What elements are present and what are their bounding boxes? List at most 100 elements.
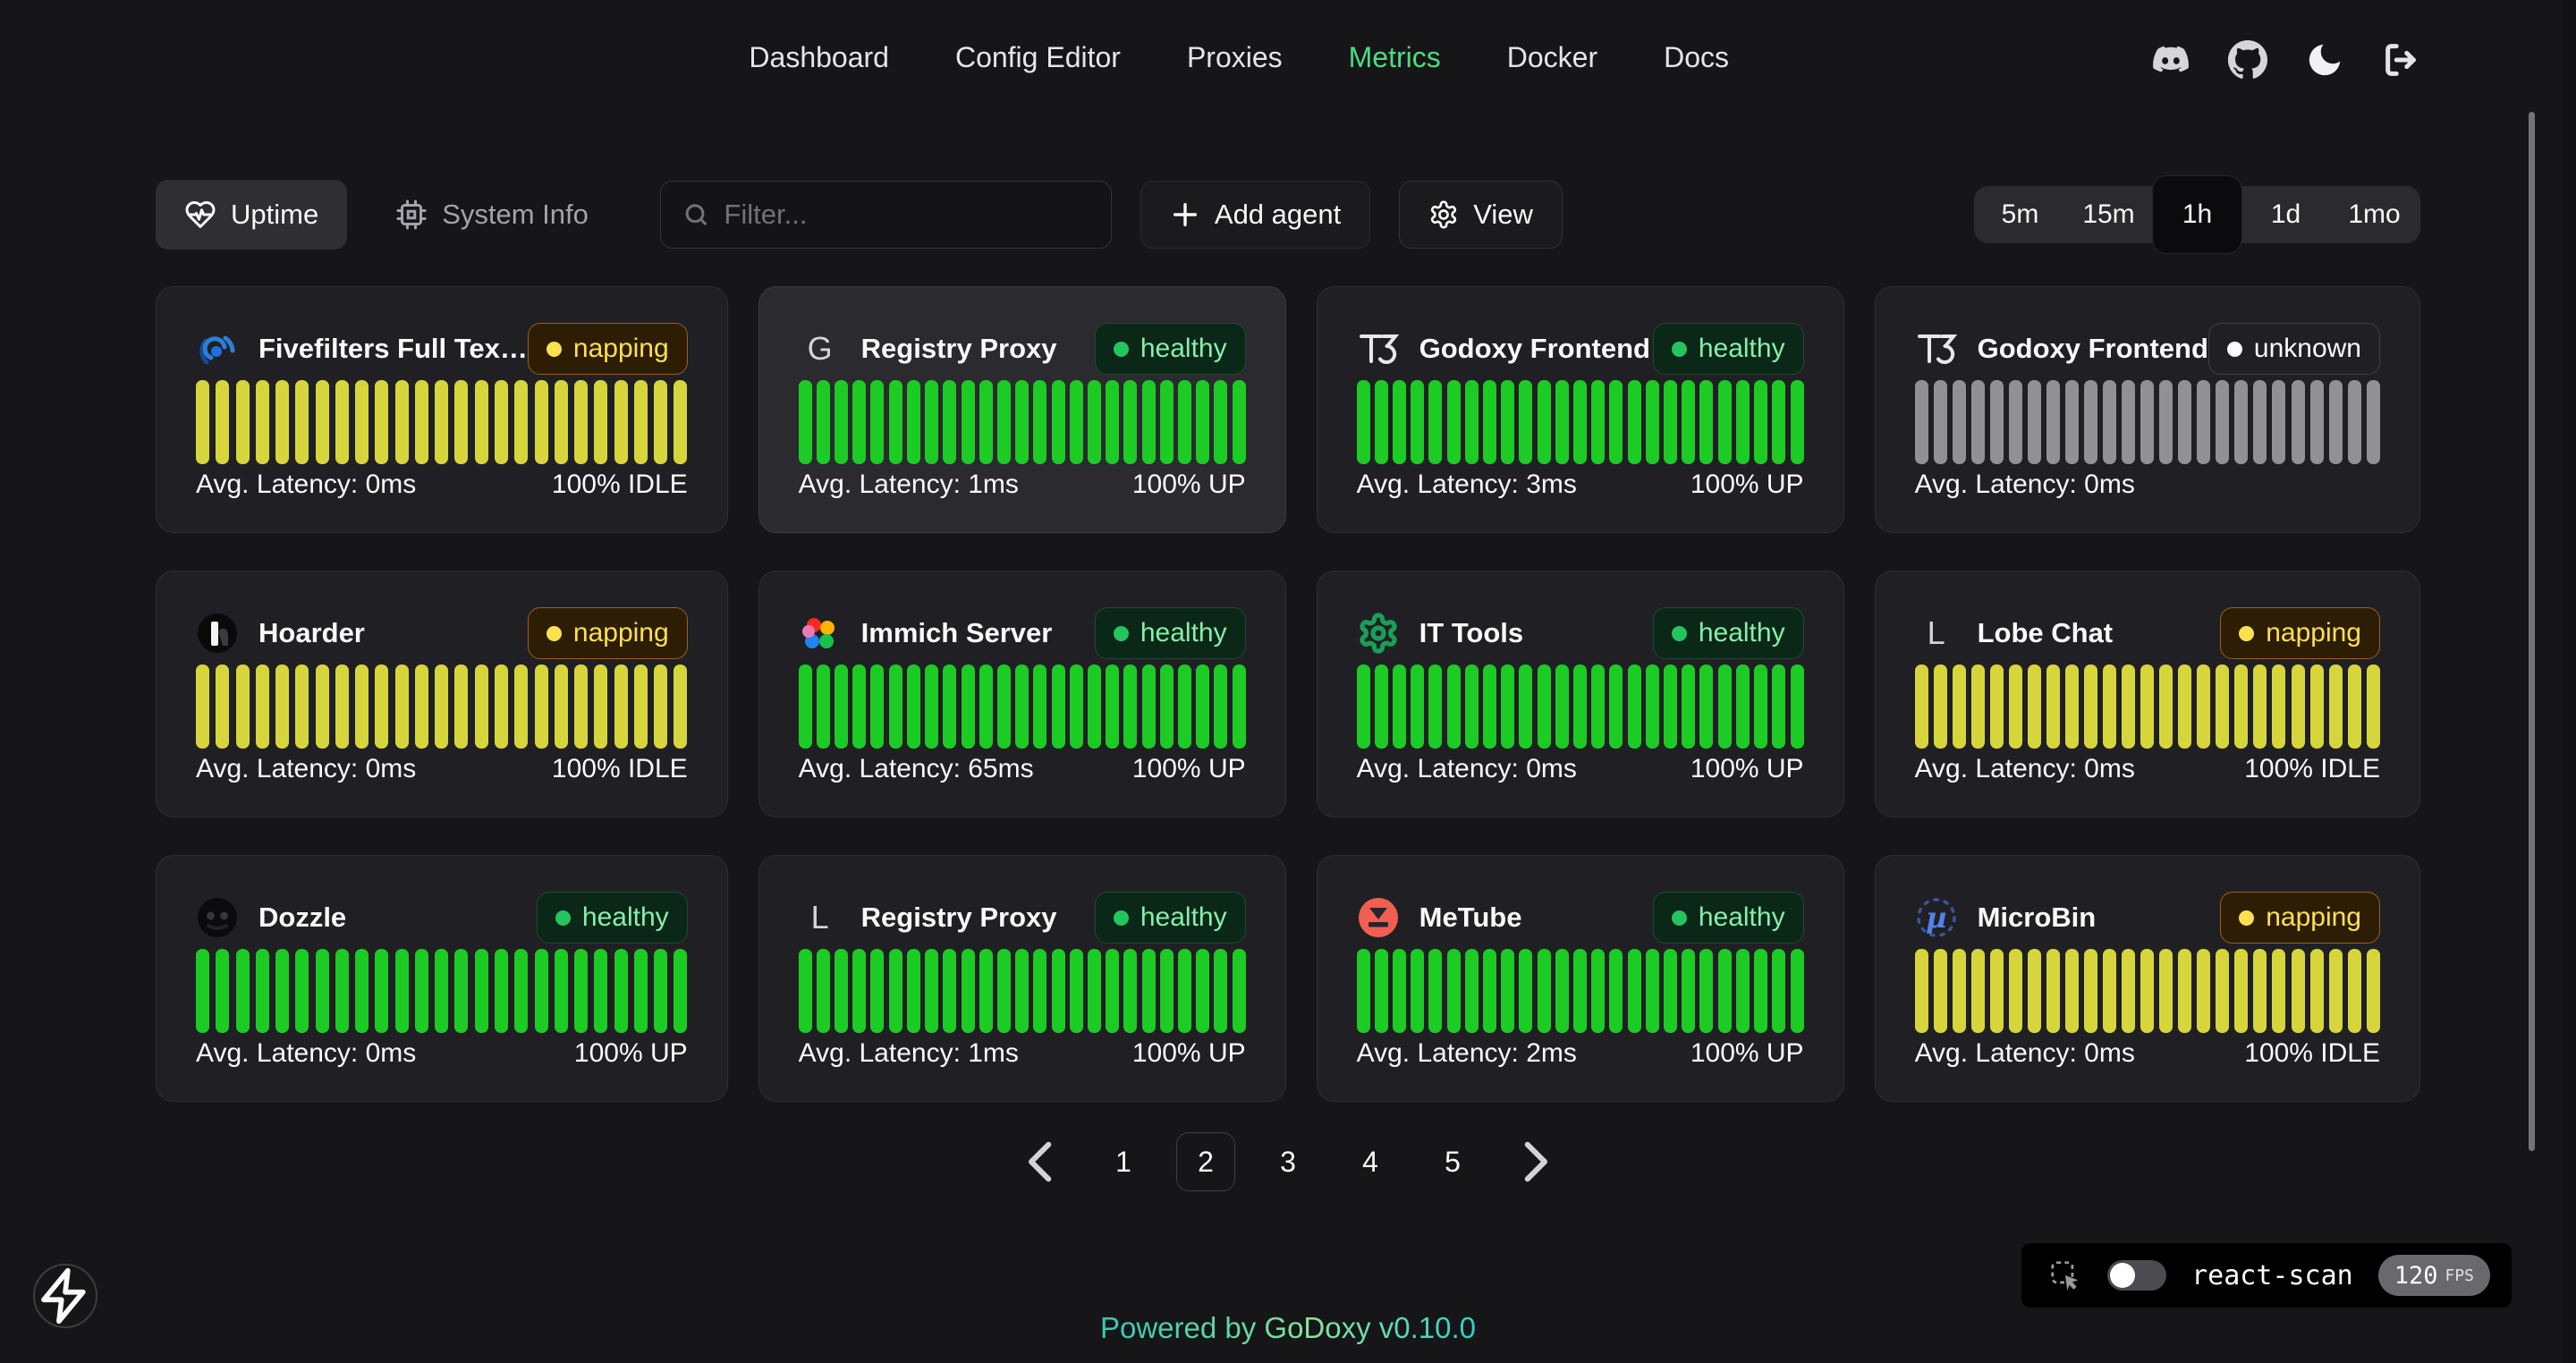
uptime-bars[interactable] xyxy=(1914,380,2380,464)
nav-item-config-editor[interactable]: Config Editor xyxy=(954,41,1121,73)
add-agent-button[interactable]: Add agent xyxy=(1140,181,1371,249)
uptime-bars[interactable] xyxy=(196,665,688,749)
uptime-bars[interactable] xyxy=(1356,949,1804,1033)
tab-system-info[interactable]: System Info xyxy=(367,180,617,250)
uptime-bars[interactable] xyxy=(196,380,688,464)
page-button-4[interactable]: 4 xyxy=(1362,1145,1378,1178)
add-agent-label: Add agent xyxy=(1214,199,1342,230)
uptime-bars[interactable] xyxy=(798,665,1246,749)
nav-item-proxies[interactable]: Proxies xyxy=(1186,41,1283,73)
page-button-5[interactable]: 5 xyxy=(1445,1145,1461,1178)
uptime-bar xyxy=(888,665,902,749)
search-icon xyxy=(682,199,710,230)
page-button-1[interactable]: 1 xyxy=(1115,1145,1131,1178)
uptime-bar xyxy=(1428,380,1443,464)
uptime-bar xyxy=(534,665,548,749)
uptime-bar xyxy=(235,665,250,749)
logout-icon[interactable] xyxy=(2381,39,2422,80)
nav-item-docker[interactable]: Docker xyxy=(1506,41,1598,73)
service-card-registry-proxy[interactable]: L Registry Proxy healthy Avg. Latency: 1ms 1… xyxy=(758,855,1286,1102)
uptime-bar xyxy=(1159,665,1174,749)
uptime-bar xyxy=(943,949,957,1033)
inspect-icon[interactable] xyxy=(2048,1258,2082,1292)
service-card-hoarder[interactable]: Hoarder napping Avg. Latency: 0ms 100% IDLE xyxy=(156,571,728,817)
uptime-bar xyxy=(961,665,975,749)
uptime-bar xyxy=(1591,665,1606,749)
uptime-bar xyxy=(1772,949,1786,1033)
nav-item-metrics[interactable]: Metrics xyxy=(1348,41,1441,73)
page-button-3[interactable]: 3 xyxy=(1280,1145,1296,1178)
status-label: healthy xyxy=(1140,334,1227,363)
uptime-bar xyxy=(355,665,369,749)
it-tools-icon xyxy=(1357,612,1400,655)
avg-latency: Avg. Latency: 2ms xyxy=(1356,1038,1577,1068)
next-page-button[interactable] xyxy=(1505,1132,1564,1191)
previous-page-button[interactable] xyxy=(1012,1132,1071,1191)
uptime-percent: 100% UP xyxy=(1690,1038,1804,1068)
page-button-2[interactable]: 2 xyxy=(1176,1132,1235,1191)
uptime-bar xyxy=(216,665,230,749)
nav-menu: Dashboard Config Editor Proxies Metrics Dock… xyxy=(749,41,1729,74)
uptime-bars[interactable] xyxy=(1914,949,2380,1033)
uptime-bar xyxy=(1537,665,1551,749)
service-card-dozzle[interactable]: Dozzle healthy Avg. Latency: 0ms 100% UP xyxy=(156,855,728,1102)
uptime-bar xyxy=(196,949,209,1033)
footer-link[interactable]: Powered by GoDoxy v0.10.0 xyxy=(1099,1311,1477,1344)
react-scan-toggle[interactable] xyxy=(2107,1260,2167,1291)
card-header: G Registry Proxy healthy xyxy=(799,323,1246,375)
service-card-godoxy-frontend[interactable]: Godoxy Frontend unknown Avg. Latency: 0ms xyxy=(1874,286,2420,533)
uptime-bar xyxy=(2272,665,2286,749)
uptime-bar xyxy=(315,665,329,749)
uptime-bar xyxy=(1735,665,1750,749)
time-range-5m[interactable]: 5m xyxy=(2001,199,2039,229)
card-footer: Avg. Latency: 0ms 100% IDLE xyxy=(196,754,688,784)
github-icon[interactable] xyxy=(2227,39,2268,80)
time-range-1h[interactable]: 1h xyxy=(2153,176,2241,253)
uptime-bars[interactable] xyxy=(798,380,1246,464)
filter-input[interactable] xyxy=(724,199,1089,231)
uptime-bar xyxy=(1501,949,1515,1033)
uptime-bars[interactable] xyxy=(1356,380,1804,464)
letter-l-icon: L xyxy=(1927,614,1945,651)
service-card-it-tools[interactable]: IT Tools healthy Avg. Latency: 0ms 100% UP xyxy=(1316,571,1844,817)
uptime-bar xyxy=(1123,949,1138,1033)
nav-item-dashboard[interactable]: Dashboard xyxy=(749,41,889,73)
uptime-bars[interactable] xyxy=(1914,665,2380,749)
uptime-bars[interactable] xyxy=(1356,665,1804,749)
uptime-bar xyxy=(1555,665,1569,749)
service-card-microbin[interactable]: µ MicroBin napping Avg. Latency: 0ms 100% ID… xyxy=(1874,855,2420,1102)
service-card-metube[interactable]: MeTube healthy Avg. Latency: 2ms 100% UP xyxy=(1316,855,1844,1102)
service-card-lobe-chat[interactable]: L Lobe Chat napping Avg. Latency: 0ms 100% I… xyxy=(1874,571,2420,817)
service-card-registry-proxy[interactable]: G Registry Proxy healthy Avg. Latency: 1ms 1… xyxy=(758,286,1286,533)
uptime-bars[interactable] xyxy=(798,949,1246,1033)
nav-item-docs[interactable]: Docs xyxy=(1664,41,1730,73)
uptime-bars[interactable] xyxy=(196,949,688,1033)
moon-icon[interactable] xyxy=(2304,39,2345,80)
card-footer: Avg. Latency: 65ms 100% UP xyxy=(799,754,1246,784)
quick-actions-button[interactable] xyxy=(33,1264,97,1328)
uptime-bar xyxy=(852,949,867,1033)
tab-uptime[interactable]: Uptime xyxy=(156,180,348,250)
uptime-bar xyxy=(633,380,648,464)
uptime-bar xyxy=(2140,949,2155,1033)
uptime-bar xyxy=(1573,949,1588,1033)
scrollbar-thumb[interactable] xyxy=(2529,112,2535,1151)
uptime-bar xyxy=(2159,380,2174,464)
card-header: Fivefilters Full Tex… napping xyxy=(196,323,688,375)
time-range-1mo[interactable]: 1mo xyxy=(2348,199,2401,229)
t3-icon xyxy=(1915,327,1958,370)
uptime-bar xyxy=(835,949,849,1033)
uptime-bar xyxy=(1627,949,1641,1033)
time-range-15m[interactable]: 15m xyxy=(2082,199,2135,229)
uptime-percent: 100% UP xyxy=(1131,1038,1246,1068)
uptime-bar xyxy=(1069,380,1083,464)
view-tabs: Uptime System Info xyxy=(156,180,617,250)
avg-latency: Avg. Latency: 1ms xyxy=(798,1038,1019,1068)
service-card-godoxy-frontend[interactable]: Godoxy Frontend healthy Avg. Latency: 3ms 1… xyxy=(1316,286,1844,533)
service-card-immich-server[interactable]: Immich Server healthy Avg. Latency: 65ms 10… xyxy=(758,571,1286,817)
service-card-fivefilters-full-tex-[interactable]: Fivefilters Full Tex… napping Avg. Latency… xyxy=(156,286,728,533)
view-button[interactable]: View xyxy=(1399,181,1563,249)
uptime-bar xyxy=(494,949,508,1033)
time-range-1d[interactable]: 1d xyxy=(2270,199,2301,229)
discord-icon[interactable] xyxy=(2150,39,2191,80)
